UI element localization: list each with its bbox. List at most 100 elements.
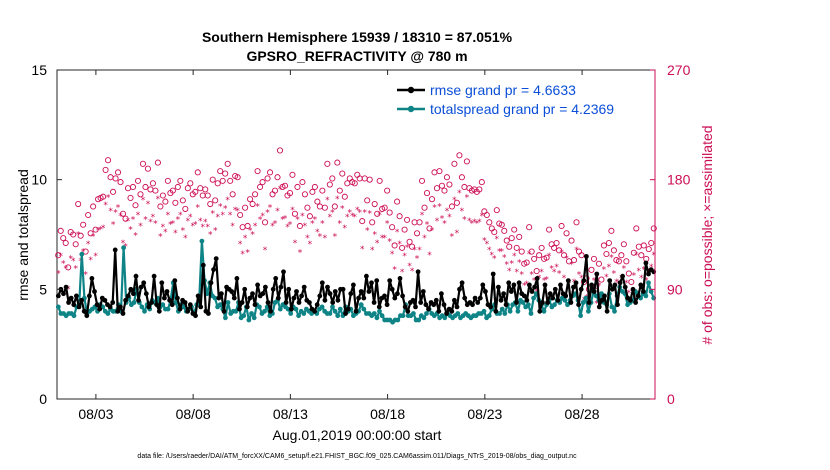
totalspread-point: [562, 297, 568, 303]
obs-possible-point: [144, 165, 151, 172]
obs-assimilated-point: *: [522, 281, 527, 291]
obs-assimilated-point: *: [627, 289, 632, 299]
rmse-point: [193, 313, 198, 319]
rmse-point: [475, 300, 481, 305]
obs-assimilated-point: *: [639, 274, 644, 284]
totalspread-point: [481, 308, 487, 314]
rmse-point: [470, 302, 475, 308]
obs-possible-point: [177, 177, 184, 184]
y-axis-left-label: rmse and totalspread: [15, 169, 31, 301]
totalspread-point: [648, 289, 654, 294]
totalspread-point: [79, 251, 85, 257]
obs-assimilated-point: *: [88, 256, 93, 266]
rmse-point: [415, 269, 421, 275]
obs-assimilated-point: *: [98, 225, 103, 235]
rmse-point: [242, 286, 248, 292]
rmse-point: [563, 293, 569, 299]
rmse-point: [410, 297, 416, 303]
totalspread-point: [327, 311, 333, 316]
rmse-point: [545, 300, 550, 305]
obs-assimilated-point: *: [158, 233, 163, 243]
rmse-point: [498, 297, 504, 303]
y-left-tick-label: 5: [39, 281, 47, 297]
obs-possible-point: [182, 205, 189, 212]
totalspread-point: [507, 308, 513, 314]
obs-assimilated-point: *: [56, 269, 61, 279]
totalspread-point: [502, 311, 508, 316]
obs-assimilated-point: *: [303, 222, 308, 232]
obs-possible-point: [321, 204, 328, 211]
x-tick-label: 08/13: [273, 406, 308, 422]
obs-assimilated-point: *: [258, 216, 263, 226]
obs-assimilated-point: *: [273, 219, 278, 229]
obs-possible-point: [366, 176, 373, 183]
rmse-point: [630, 286, 636, 292]
totalspread-point: [552, 302, 557, 308]
obs-assimilated-point: *: [283, 214, 288, 224]
obs-assimilated-point: *: [400, 268, 405, 278]
rmse-point: [283, 300, 289, 305]
obs-possible-point: [329, 175, 336, 182]
rmse-point: [185, 308, 191, 314]
totalspread-point: [330, 304, 335, 310]
obs-possible-point: [396, 213, 403, 220]
rmse-point: [312, 308, 317, 314]
rmse-point: [496, 284, 501, 290]
y-left-tick-label: 10: [31, 172, 47, 188]
obs-assimilated-point: *: [285, 223, 290, 233]
obs-possible-point: [600, 242, 607, 249]
obs-assimilated-point: *: [263, 246, 268, 256]
totalspread-point: [358, 302, 364, 308]
rmse-point: [118, 304, 123, 310]
totalspread-point: [541, 308, 547, 314]
rmse-point: [506, 280, 512, 286]
obs-possible-point: [202, 186, 209, 193]
rmse-point: [622, 284, 628, 290]
rmse-point: [576, 302, 581, 308]
rmse-point: [345, 306, 351, 312]
rmse-point: [120, 311, 126, 316]
obs-possible-point: [219, 177, 226, 184]
obs-assimilated-point: *: [604, 273, 609, 283]
rmse-point: [167, 297, 173, 303]
rmse-point: [110, 300, 116, 305]
totalspread-point: [249, 311, 254, 316]
rmse-point: [94, 302, 100, 308]
totalspread-point: [379, 313, 385, 319]
obs-possible-point: [162, 198, 169, 205]
obs-possible-point: [70, 231, 77, 238]
rmse-point: [195, 293, 201, 299]
obs-possible-point: [436, 168, 443, 175]
obs-possible-point: [428, 196, 436, 203]
obs-assimilated-point: *: [445, 207, 450, 217]
obs-possible-point: [266, 169, 274, 176]
obs-possible-point: [364, 197, 371, 204]
obs-possible-point: [491, 229, 498, 236]
obs-assimilated-point: *: [156, 195, 161, 205]
obs-possible-point: [304, 204, 311, 211]
rmse-point: [537, 308, 543, 314]
obs-possible-point: [301, 191, 308, 198]
obs-assimilated-point: *: [609, 253, 614, 263]
obs-possible-point: [252, 191, 259, 198]
obs-assimilated-point: *: [235, 207, 240, 217]
obs-assimilated-point: *: [557, 269, 562, 279]
obs-assimilated-point: *: [210, 210, 215, 220]
rmse-point: [604, 308, 610, 314]
obs-possible-point: [207, 200, 214, 208]
obs-assimilated-point: *: [338, 219, 343, 229]
totalspread-point: [583, 295, 589, 301]
rmse-point: [615, 302, 620, 308]
legend-rmse-label: rmse grand pr = 4.6633: [430, 82, 576, 98]
obs-possible-point: [291, 210, 299, 217]
obs-assimilated-point: *: [278, 185, 283, 195]
obs-possible-point: [254, 168, 261, 175]
obs-possible-point: [90, 203, 97, 210]
obs-assimilated-point: *: [295, 216, 300, 226]
obs-possible-point: [640, 242, 647, 249]
rmse-point: [369, 280, 374, 286]
obs-possible-point: [57, 227, 64, 234]
obs-possible-point: [129, 183, 137, 191]
obs-assimilated-point: *: [405, 244, 410, 254]
rmse-point: [532, 284, 537, 290]
